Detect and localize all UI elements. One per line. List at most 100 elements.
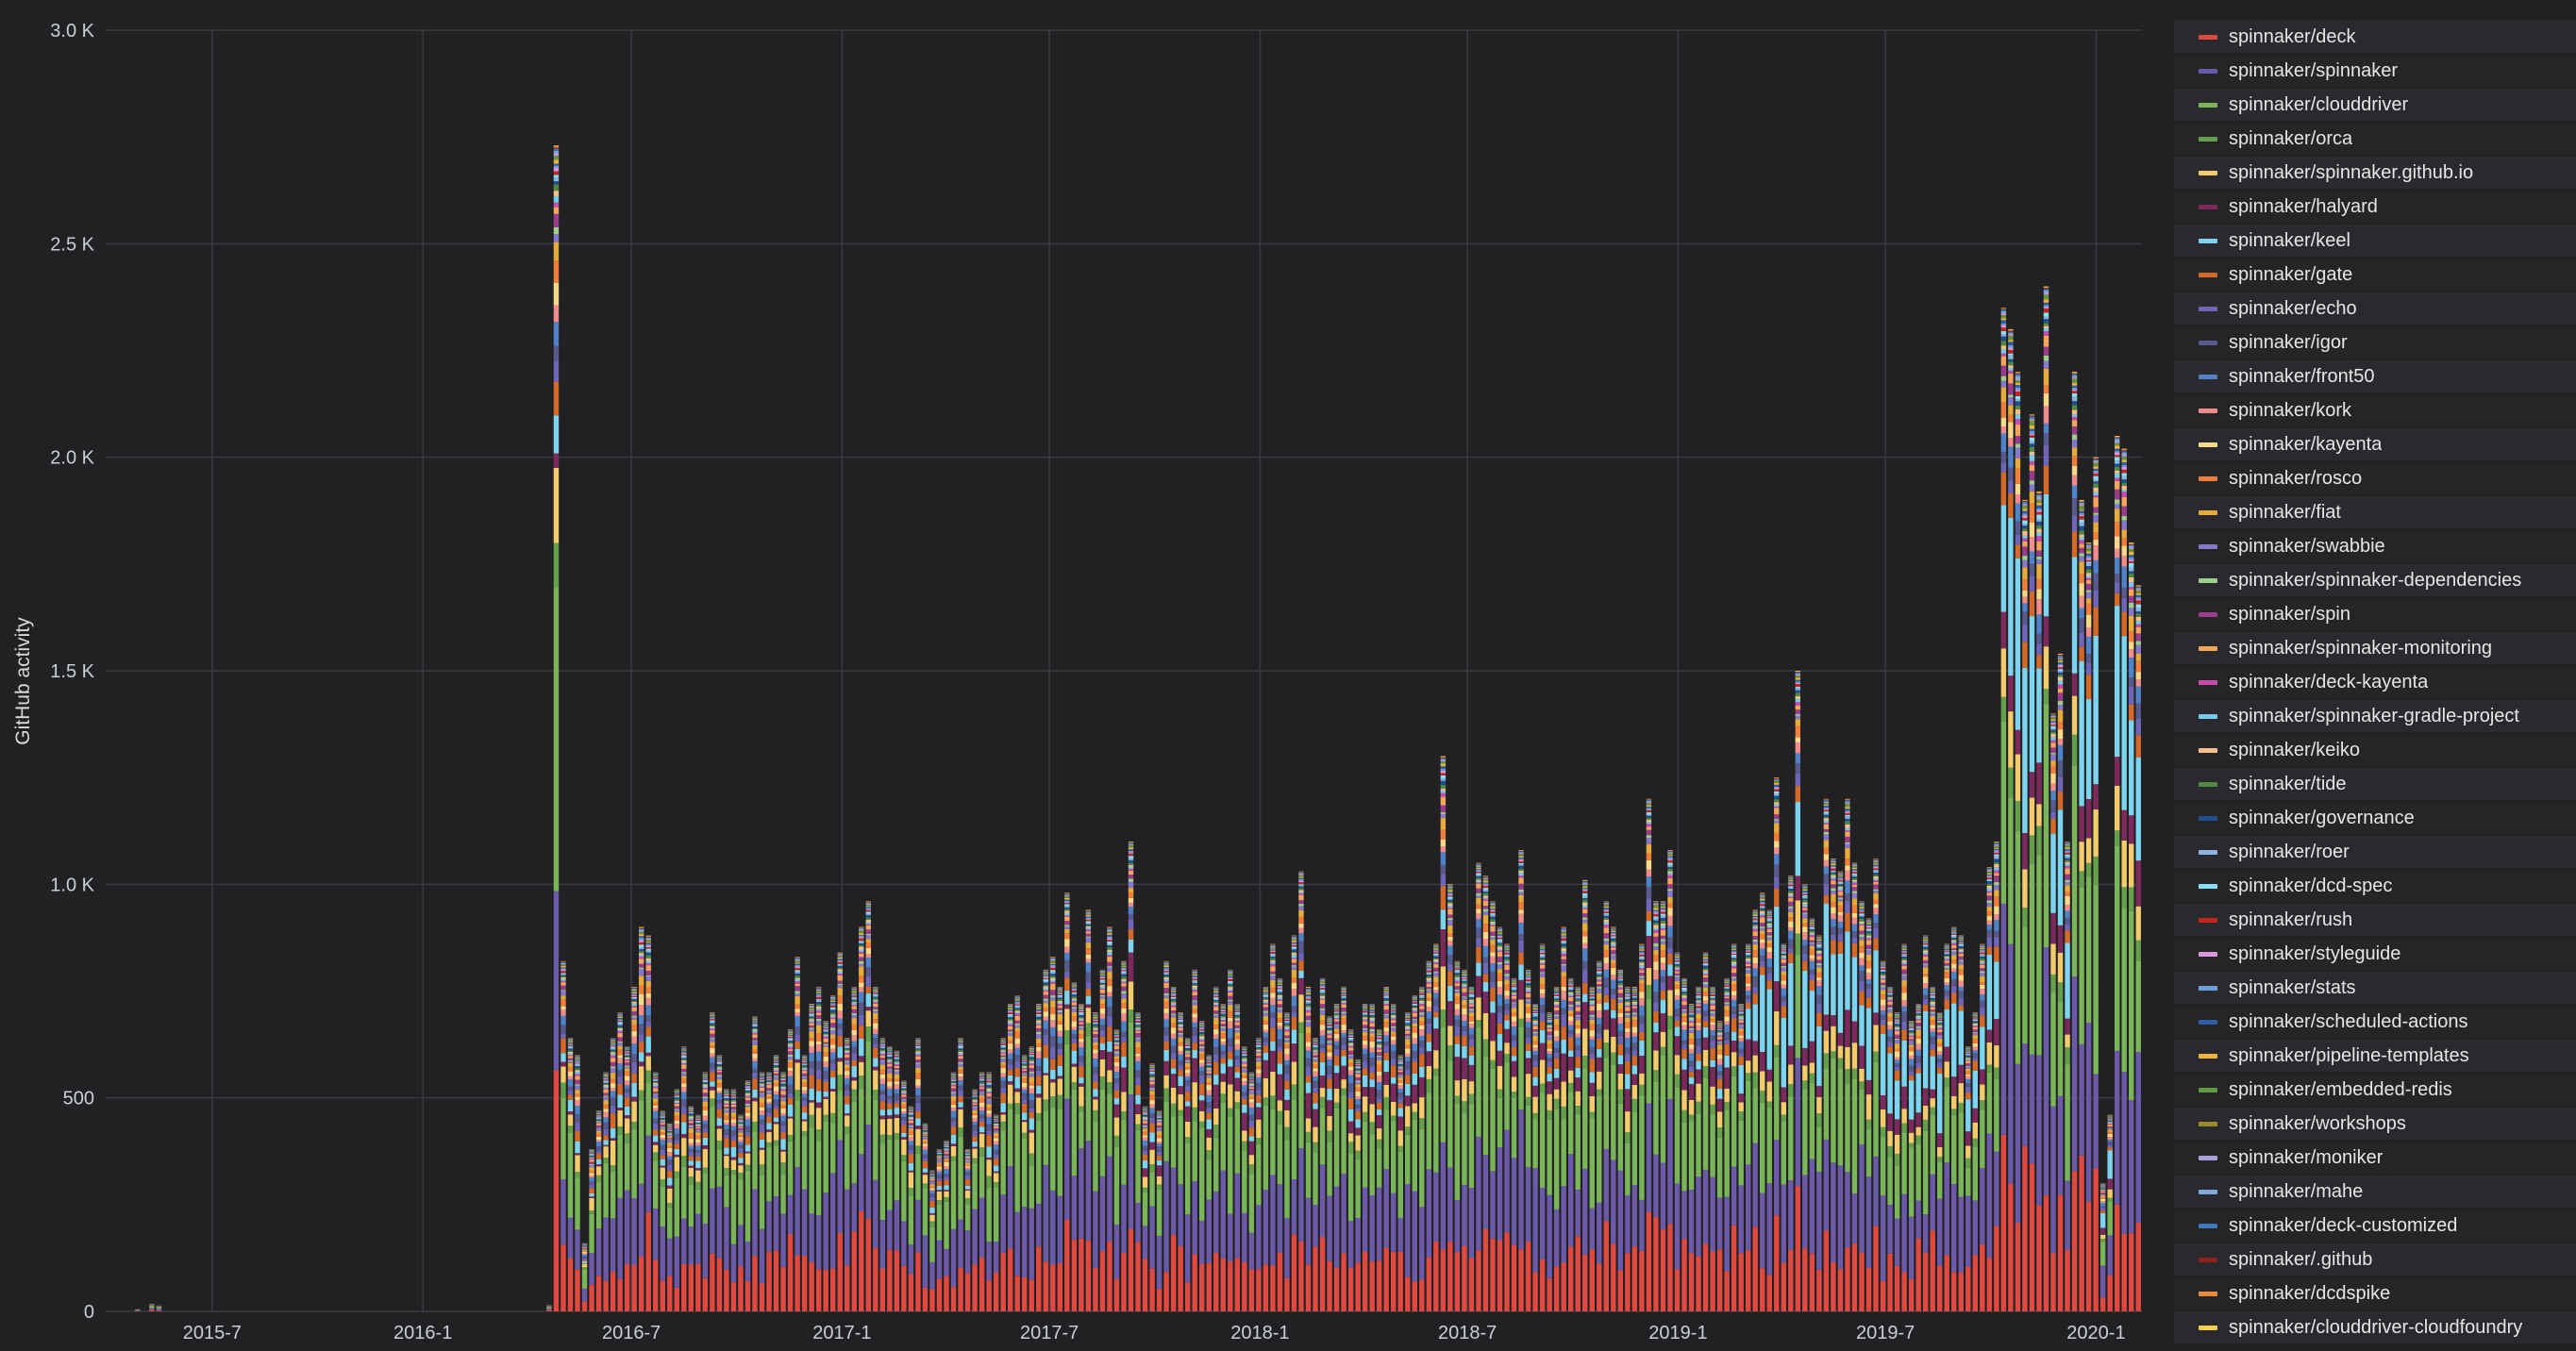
bar-segment [830,998,836,1000]
bar-segment [617,1015,623,1016]
bar-segment [653,1079,659,1081]
bar-segment [617,1017,623,1020]
bar-segment [1263,1032,1269,1038]
bar-segment [710,1107,715,1189]
bar-segment [1014,996,1020,998]
bar-segment [624,1133,630,1143]
bar-segment [1135,1042,1141,1048]
bar-segment [1050,995,1056,998]
bar-segment [567,1046,574,1049]
bar-segment [1228,1116,1233,1214]
bar-segment [1376,1033,1382,1035]
bar-segment [1135,1047,1141,1054]
bar-segment [744,1090,751,1092]
bar-segment [1284,1277,1290,1311]
bar-segment [964,1164,971,1167]
bar-segment [1419,1066,1425,1077]
bar-segment [993,1115,999,1116]
bar-segment [815,1102,822,1109]
bar-segment [823,1030,828,1032]
bar-segment [595,1114,602,1115]
bar-segment [1142,1116,1148,1118]
bar-segment [667,1129,673,1131]
bar-segment [879,1093,886,1102]
bar-segment [1156,1113,1163,1115]
bar-segment [1284,1013,1290,1015]
bar-segment [950,1081,957,1083]
bar-segment [1270,943,1276,945]
bar-segment [1099,992,1106,995]
bar-segment [1007,1010,1013,1013]
bar-segment [1256,1039,1262,1040]
bar-segment [681,1061,687,1064]
bar-segment [1319,982,1326,984]
bar-segment [801,1078,808,1083]
bar-segment [845,1071,850,1076]
bar-segment [1170,1234,1177,1311]
bar-segment [759,1283,765,1311]
bar-segment [901,1099,907,1102]
bar-segment [837,955,843,957]
bar-segment [979,1118,985,1122]
bar-segment [1199,1026,1205,1028]
bar-segment [823,1193,828,1270]
bar-segment [1369,1014,1375,1017]
bar-segment [567,1043,574,1045]
bar-segment [1022,1138,1028,1208]
bar-segment [1213,1000,1219,1002]
bar-segment [1412,1004,1417,1006]
bar-segment [1079,1111,1084,1149]
bar-segment [589,1154,594,1156]
bar-segment [1149,1084,1155,1089]
bar-segment [1376,1035,1382,1037]
bar-segment [859,1211,864,1311]
bar-segment [1248,1083,1255,1085]
bar-segment [922,1145,928,1150]
bar-segment [1036,1007,1042,1009]
bar-segment [986,1146,992,1158]
bar-segment [1050,972,1056,975]
bar-segment [1327,1018,1332,1020]
bar-segment [575,1068,580,1071]
bar-segment [787,1084,794,1093]
bar-segment [1170,1167,1177,1235]
bar-segment [1419,989,1425,991]
bar-segment [674,1097,679,1100]
bar-segment [845,1061,850,1065]
bar-segment [830,1052,836,1059]
bar-segment [950,1228,957,1288]
bar-segment [1000,1087,1006,1094]
bar-segment [1149,1268,1155,1311]
bar-segment [1022,1059,1028,1060]
bar-segment [1277,1008,1283,1009]
bar-segment [950,1075,957,1076]
bar-segment [1313,1055,1318,1058]
bar-segment [901,1160,907,1222]
bar-segment [1057,990,1063,991]
bar-segment [823,1043,828,1045]
bar-segment [738,1142,744,1145]
bar-segment [1277,989,1283,992]
bar-segment [1079,1077,1084,1084]
bar-segment [894,1052,900,1054]
bar-segment [1121,967,1127,968]
bar-segment [1007,1032,1013,1036]
bar-segment [1341,1037,1347,1045]
bar-segment [1036,1024,1042,1026]
bar-segment [1369,1079,1375,1088]
bar-segment [1128,1022,1134,1095]
bar-segment [773,1073,779,1076]
bar-segment [859,1038,864,1057]
bar-segment [823,1052,828,1057]
bar-segment [780,1085,786,1087]
bar-segment [1291,1029,1297,1044]
bar-segment [901,1139,907,1156]
bar-segment [724,1109,729,1110]
bar-segment [766,1091,772,1092]
bar-segment [915,1042,921,1044]
bar-segment [653,1080,659,1082]
bar-segment [1206,1076,1212,1078]
bar-segment [603,1095,609,1097]
bar-segment [1397,1217,1403,1252]
bar-segment [851,988,857,990]
